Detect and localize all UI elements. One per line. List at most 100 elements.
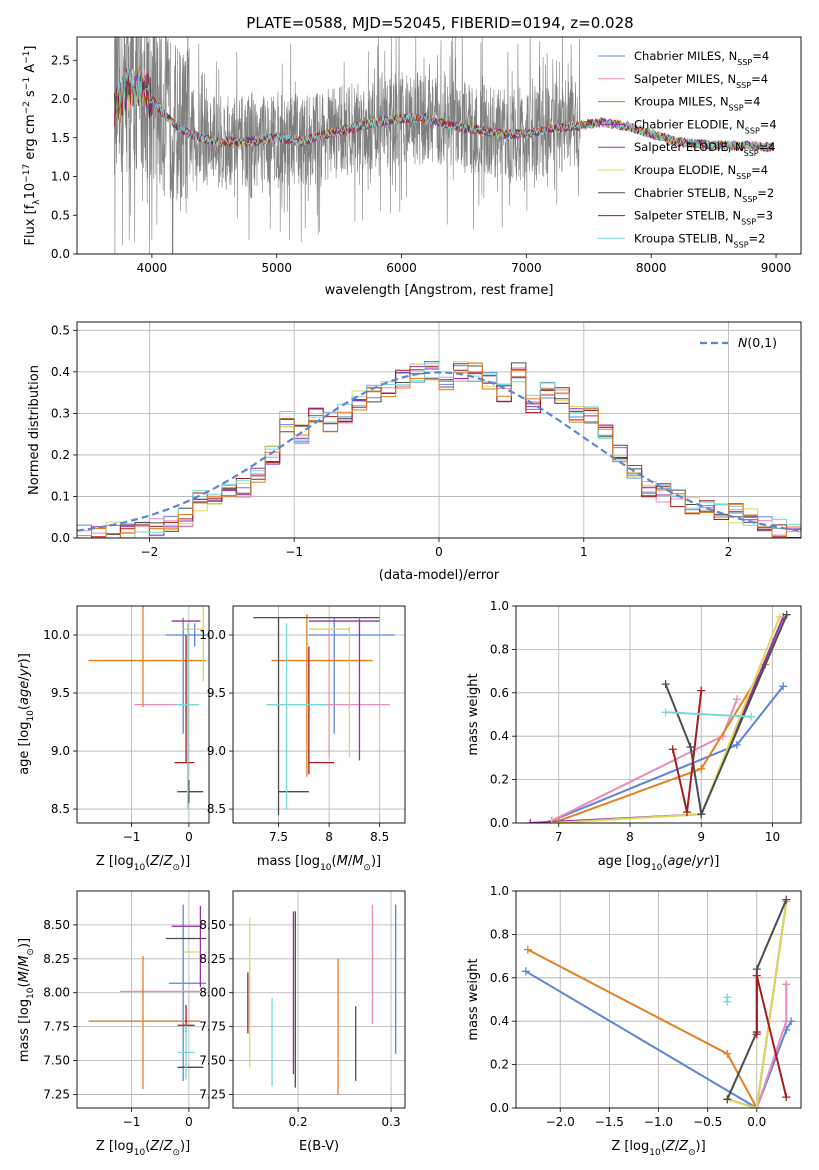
data-point-marker: [747, 712, 756, 721]
data-point-marker: [779, 682, 788, 691]
y-tick-label: 9.5: [207, 686, 226, 700]
x-tick-label: 7000: [511, 261, 542, 275]
x-tick-label: −2: [141, 545, 159, 559]
axes-frame: [515, 890, 802, 1109]
x-axis-label: wavelength [Angstrom, rest frame]: [325, 283, 554, 298]
plot-area: [247, 904, 397, 1095]
y-tick-label: 0.2: [51, 448, 70, 462]
mass-weight-line: [665, 711, 752, 718]
y-tick-label: 0.6: [490, 686, 509, 700]
label-part: )]: [17, 938, 32, 948]
data-point-marker: [782, 1093, 791, 1102]
y-tick-label: 0.8: [490, 642, 509, 656]
data-point-marker: [782, 980, 791, 989]
legend-label: Salpeter STELIB, NSSP=3: [634, 209, 773, 227]
y-tick-label: 0.5: [51, 208, 70, 222]
data-point-marker: [523, 945, 532, 954]
y-tick-label: 8.50: [43, 918, 70, 932]
mass-weight-line: [527, 948, 758, 1108]
legend-sub: SSP: [736, 80, 751, 89]
label-part: yr: [695, 854, 711, 869]
label-part: (: [17, 982, 32, 987]
ticks: 4000 5000 6000 7000 8000 9000 0.0 0.5 1.0 1.5 2.0 2…: [51, 53, 791, 275]
label-part: mass [log: [17, 999, 32, 1062]
y-tick-label: 0.8: [490, 927, 509, 941]
legend-ssp: =2: [749, 231, 766, 245]
legend-text: (0,1): [747, 335, 777, 350]
label-part: )]: [709, 854, 719, 869]
legend-text: Salpeter ELODIE, N: [634, 140, 744, 154]
y-tick-label: 7.50: [43, 1054, 70, 1068]
axes-age_vs_mass: 7.5 8 8.5 8.5 9.0 9.5 10.0: [199, 605, 406, 844]
label-part: A: [23, 64, 38, 77]
figure-title: PLATE=0588, MJD=52045, FIBERID=0194, z=0…: [246, 14, 633, 32]
label-part: Z [log: [96, 854, 134, 869]
x-tick-label: 0.0: [747, 1115, 766, 1129]
axes-frame: [76, 321, 802, 539]
x-tick-label: 0.3: [382, 1115, 401, 1129]
histogram-step: [77, 362, 801, 538]
x-tick-label: 8: [626, 830, 634, 844]
legend-text: Kroupa STELIB, N: [634, 231, 734, 245]
label-part: M: [337, 854, 348, 869]
x-tick-label: 5000: [261, 261, 292, 275]
y-tick-label: 8.50: [199, 918, 226, 932]
label-part: (: [17, 705, 32, 710]
axes-residuals: −2 −1 0 1 2 0.0 0.1 0.2 0.3 0.4 0.5: [51, 321, 802, 559]
mass-weight-line: [530, 616, 785, 823]
legend-label: Kroupa ELODIE, NSSP=4: [634, 163, 768, 181]
y-tick-label: 0.0: [51, 531, 70, 545]
y-tick-label: 0.2: [490, 1058, 509, 1072]
x-tick-label: 10: [765, 830, 780, 844]
data-point-marker: [526, 819, 535, 823]
legend-text: Salpeter STELIB, N: [634, 209, 741, 223]
plot-area: [113, 37, 774, 254]
label-part: erg cm: [23, 114, 38, 163]
grid: [516, 890, 801, 1109]
mass-weight-line: [727, 901, 788, 1108]
label-part: λ: [32, 199, 42, 205]
legend-text: Kroupa MILES, N: [634, 95, 729, 109]
y-tick-label: 10.0: [43, 628, 70, 642]
axes-mass_vs_ebv: 0.2 0.3 7.25 7.50 7.75 8.00 8.25 8.50: [199, 890, 406, 1129]
y-tick-label: 0.4: [51, 365, 70, 379]
label-part: age [log: [17, 722, 32, 775]
x-tick-label: 8000: [636, 261, 667, 275]
label-part: (: [661, 1139, 666, 1154]
y-tick-label: 2.0: [51, 92, 70, 106]
legend-ssp: =2: [757, 186, 774, 200]
axes-frame: [76, 605, 210, 824]
x-tick-label: 6000: [386, 261, 417, 275]
data-point-marker: [521, 967, 530, 976]
axes-frame: [232, 890, 406, 1109]
y-tick-label: 0.4: [490, 729, 509, 743]
legend-ssp: =4: [752, 49, 769, 63]
y-tick-label: 1.5: [51, 131, 70, 145]
label-part: )]: [180, 1139, 190, 1154]
y-tick-label: 8.00: [43, 986, 70, 1000]
legend-text: Chabrier ELODIE, N: [634, 117, 745, 131]
y-tick-label: 7.50: [199, 1054, 226, 1068]
label-part: yr: [17, 662, 32, 678]
observed-spectrum-line: [114, 37, 581, 254]
y-tick-label: 1.0: [51, 170, 70, 184]
y-tick-label: 1.0: [490, 884, 509, 898]
y-tick-label: 0.0: [490, 816, 509, 830]
label-part: 10: [649, 1148, 661, 1158]
model-line: [116, 69, 774, 151]
y-tick-label: 1.0: [490, 599, 509, 613]
label-part: 10: [134, 1148, 146, 1158]
label-part: Z [log: [611, 1139, 649, 1154]
axes-age_vs_Z: −1 0 8.5 9.0 9.5 10.0: [43, 605, 210, 844]
x-tick-label: −1.5: [595, 1115, 624, 1129]
mass-weight-line: [551, 698, 738, 822]
legend-text: Kroupa ELODIE, N: [634, 163, 736, 177]
legend-text: Salpeter MILES, N: [634, 72, 736, 86]
legend-sub: SSP: [734, 240, 749, 249]
data-point-marker: [547, 819, 556, 823]
data-point-marker: [782, 1017, 791, 1026]
legend-sub: SSP: [736, 172, 751, 181]
label-part: ⊙: [363, 863, 371, 873]
data-point-marker: [752, 1104, 761, 1108]
